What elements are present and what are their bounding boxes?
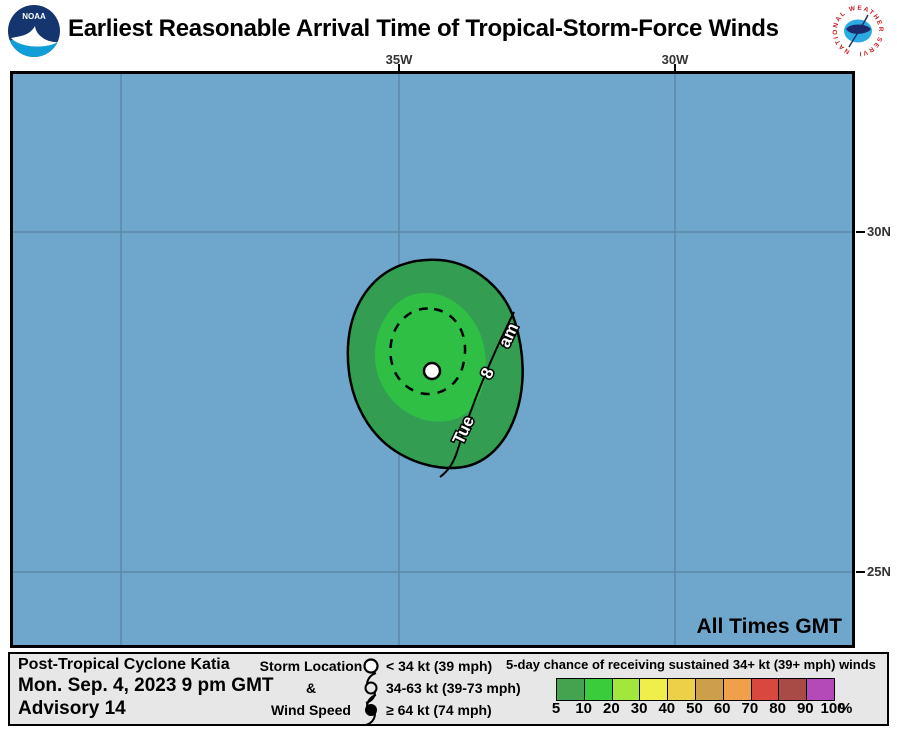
tropical-storm-icon: [363, 672, 379, 709]
colorbar-swatch-70: [750, 679, 779, 700]
colorbar-tick-50: 50: [686, 700, 703, 717]
noaa-logo-text: NOAA: [22, 12, 46, 21]
yaxis-tick-30n: [856, 231, 865, 233]
colorbar-swatch-10: [583, 679, 612, 700]
all-times-note: All Times GMT: [696, 615, 842, 638]
legend-item-lt34: < 34 kt (39 mph): [386, 658, 493, 674]
colorbar-tick-20: 20: [603, 700, 620, 717]
hurricane-icon: [363, 694, 379, 731]
colorbar-swatch-90: [806, 679, 834, 700]
colorbar-tick-5: 5: [551, 700, 561, 717]
colorbar-tick-60: 60: [713, 700, 731, 717]
colorbar-swatch-20: [611, 679, 640, 700]
colorbar-swatch-50: [694, 679, 723, 700]
noaa-logo: NOAA: [8, 5, 60, 62]
uncertainty-dashed-loop: [389, 307, 467, 396]
circle-open-icon: [362, 657, 380, 680]
colorbar-swatch-5: [557, 679, 584, 700]
yaxis-tick-25n: [856, 571, 865, 573]
colorbar-unit: %: [839, 700, 853, 717]
wind-arrival-map: Tue 8 am All Times GMT: [10, 71, 855, 648]
nws-logo: NATIONAL WEATHER SERVICE: [823, 0, 890, 63]
arrival-time-contour-line: [439, 311, 515, 478]
legend-item-ge64: ≥ 64 kt (74 mph): [386, 702, 492, 718]
xaxis-label-30w: 30W: [661, 52, 689, 67]
xaxis-tick-35w: [398, 64, 400, 71]
advisory-datetime: Mon. Sep. 4, 2023 9 pm GMT: [18, 675, 274, 696]
colorbar-swatch-80: [778, 679, 807, 700]
colorbar-tick-40: 40: [658, 700, 676, 717]
storm-center-dot: [422, 361, 442, 381]
legend-heading-line3: Wind Speed: [271, 702, 351, 718]
footer-legend-bar: Post-Tropical Cyclone Katia Mon. Sep. 4,…: [8, 652, 889, 726]
graticule: [13, 74, 852, 645]
advisory-number: Advisory 14: [18, 698, 126, 719]
colorbar-tick-70: 70: [741, 700, 759, 717]
yaxis-label-30n: 30N: [867, 224, 891, 239]
colorbar-swatch-60: [722, 679, 751, 700]
colorbar-tick-80: 80: [769, 700, 786, 717]
legend-heading-line1: Storm Location: [259, 658, 363, 674]
colorbar-title: 5-day chance of receiving sustained 34+ …: [506, 657, 876, 672]
legend-heading-line2: &: [305, 680, 317, 696]
probability-colorbar: [556, 678, 835, 701]
colorbar-swatch-30: [639, 679, 668, 700]
xaxis-tick-30w: [674, 64, 676, 71]
colorbar-tick-100: 100: [820, 700, 846, 717]
storm-name: Post-Tropical Cyclone Katia: [18, 656, 230, 673]
page-title: Earliest Reasonable Arrival Time of Trop…: [68, 15, 779, 42]
colorbar-tick-90: 90: [796, 700, 814, 717]
yaxis-label-25n: 25N: [867, 564, 891, 579]
legend-item-34-63: 34-63 kt (39-73 mph): [386, 680, 521, 696]
colorbar-tick-30: 30: [630, 700, 648, 717]
wind-area-inner: [374, 292, 486, 422]
colorbar-tick-10: 10: [575, 700, 593, 717]
colorbar-swatch-40: [667, 679, 695, 700]
xaxis-label-35w: 35W: [385, 52, 413, 67]
